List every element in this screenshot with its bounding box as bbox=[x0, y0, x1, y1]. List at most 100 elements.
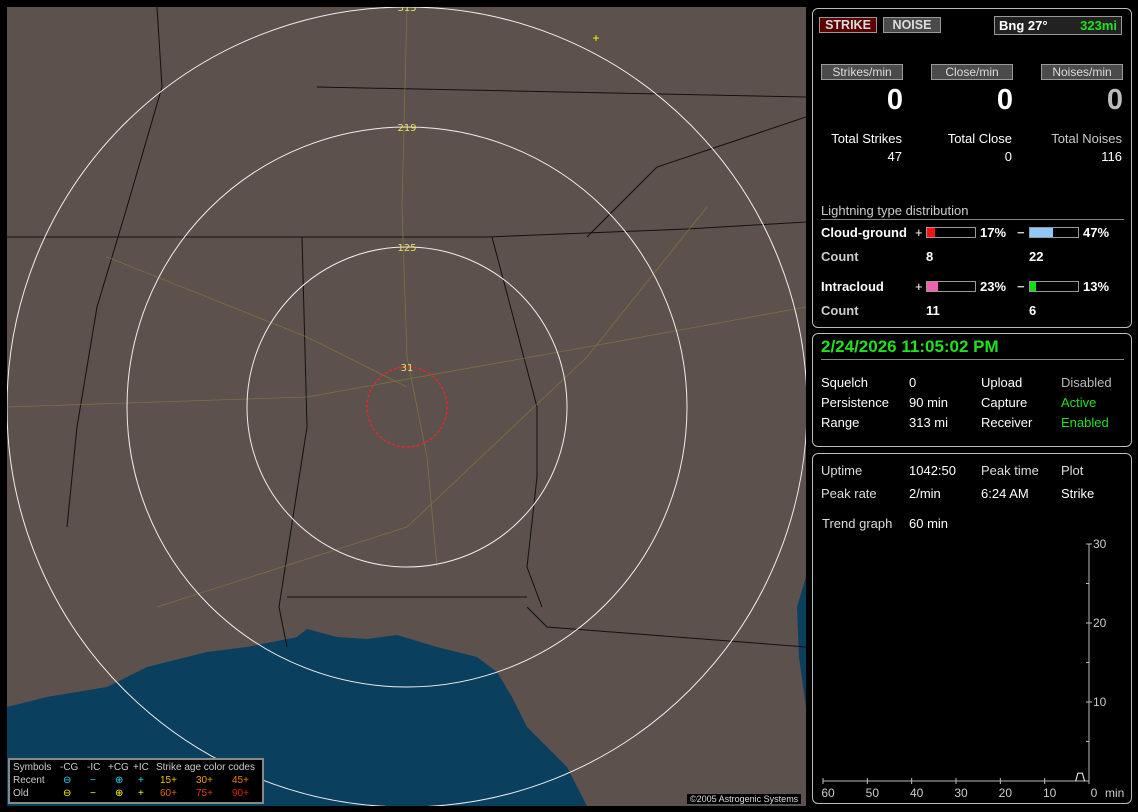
lightning-map[interactable]: 313 219 125 31 + bbox=[7, 7, 806, 806]
peak-time-label: Peak time bbox=[981, 463, 1039, 478]
plus-sign: + bbox=[915, 279, 923, 294]
strikes-per-min-label: Strikes/min bbox=[821, 64, 903, 80]
ic-positive-count: 11 bbox=[926, 303, 940, 318]
close-per-min-label: Close/min bbox=[931, 64, 1013, 80]
ic-negative-pct: 13% bbox=[1083, 279, 1110, 294]
cg-count-label: Count bbox=[821, 249, 859, 264]
ic-positive-bar bbox=[926, 281, 976, 292]
cg-negative-pct: 47% bbox=[1083, 225, 1110, 240]
plus-ic-recent-icon: + bbox=[138, 775, 144, 786]
uptime-value: 1042:50 bbox=[909, 463, 956, 478]
x-tick-label: 30 bbox=[954, 786, 968, 800]
map-legend: Symbols -CG -IC +CG +IC Strike age color… bbox=[8, 758, 264, 804]
y-tick-label: 30 bbox=[1093, 537, 1107, 551]
minus-ic-recent-icon: − bbox=[90, 775, 96, 786]
cg-label: Cloud-ground bbox=[821, 225, 907, 240]
trend-graph-value[interactable]: 60 min bbox=[909, 516, 949, 531]
plus-ic-old-icon: + bbox=[138, 788, 144, 799]
range-rings bbox=[7, 7, 806, 806]
total-close-value: 0 bbox=[1004, 149, 1012, 164]
bearing-display: Bng 27° 323mi bbox=[994, 16, 1122, 35]
plus-cg-old-icon: ⊕ bbox=[115, 788, 124, 799]
status-value: 0 bbox=[909, 375, 917, 390]
y-tick-label: 10 bbox=[1093, 695, 1107, 709]
x-tick-label: 20 bbox=[999, 786, 1013, 800]
ring-label: 219 bbox=[397, 123, 416, 134]
minus-ic-old-icon: − bbox=[90, 788, 96, 799]
state-borders bbox=[7, 7, 806, 648]
ring-label: 31 bbox=[401, 363, 414, 374]
strike-button[interactable]: STRIKE bbox=[819, 17, 877, 33]
cg-negative-bar bbox=[1029, 227, 1079, 238]
uptime-label: Uptime bbox=[821, 463, 863, 478]
peak-time-value: 6:24 AM bbox=[981, 486, 1029, 501]
minus-sign: − bbox=[1017, 279, 1025, 294]
trend-graph-label: Trend graph bbox=[822, 516, 893, 531]
status-value: Disabled bbox=[1061, 375, 1112, 390]
strikes-per-min-value: 0 bbox=[886, 84, 903, 116]
plot-value[interactable]: Strike bbox=[1061, 486, 1095, 501]
x-unit-label: min bbox=[1105, 786, 1124, 800]
x-tick-label: 0 bbox=[1091, 786, 1098, 800]
ic-label: Intracloud bbox=[821, 279, 884, 294]
strike-marker-icon: + bbox=[592, 31, 599, 45]
y-tick-label: 20 bbox=[1093, 616, 1107, 630]
total-close-label: Total Close bbox=[947, 131, 1012, 146]
ic-negative-bar bbox=[1029, 281, 1079, 292]
x-tick-label: 60 bbox=[821, 786, 835, 800]
ring-label: 125 bbox=[397, 243, 416, 254]
total-noises-label: Total Noises bbox=[1051, 131, 1122, 146]
status-label: Range bbox=[821, 415, 860, 430]
status-value: Enabled bbox=[1061, 415, 1109, 430]
ring-label: 313 bbox=[397, 7, 416, 14]
datetime: 2/24/2026 11:05:02 PM bbox=[821, 337, 999, 356]
map-canvas: 313 219 125 31 + bbox=[7, 7, 806, 806]
atlantic-water bbox=[797, 577, 806, 707]
status-label: Upload bbox=[981, 375, 1023, 390]
status-label: Capture bbox=[981, 395, 1028, 410]
noise-button[interactable]: NOISE bbox=[883, 17, 941, 33]
status-label: Receiver bbox=[981, 415, 1033, 430]
divider bbox=[821, 219, 1124, 220]
status-value: 90 min bbox=[909, 395, 949, 410]
x-tick-label: 40 bbox=[910, 786, 924, 800]
status-label: Persistence bbox=[821, 395, 889, 410]
stats-panel: STRIKE NOISE Bng 27° 323mi Strikes/min C… bbox=[812, 8, 1132, 328]
status-value: Active bbox=[1061, 395, 1097, 410]
plus-sign: + bbox=[915, 225, 923, 240]
status-panel: 2/24/2026 11:05:02 PM Squelch 0 Upload Disa… bbox=[812, 333, 1132, 447]
status-value: 313 mi bbox=[909, 415, 949, 430]
divider bbox=[821, 359, 1124, 360]
total-noises-value: 116 bbox=[1101, 149, 1122, 164]
ic-negative-count: 6 bbox=[1029, 303, 1037, 318]
range-ring-219 bbox=[126, 126, 688, 688]
trend-line bbox=[1075, 772, 1086, 782]
plot-label: Plot bbox=[1061, 463, 1084, 478]
status-label: Squelch bbox=[821, 375, 868, 390]
noises-per-min-value: 0 bbox=[1106, 84, 1123, 116]
minus-cg-recent-icon: ⊖ bbox=[63, 775, 72, 786]
total-strikes-value: 47 bbox=[887, 149, 902, 164]
trend-graph: 60 50 40 30 20 10 0 min 30 20 10 bbox=[821, 537, 1124, 800]
peak-rate-label: Peak rate bbox=[821, 486, 877, 501]
cg-positive-count: 8 bbox=[926, 249, 934, 264]
ic-positive-pct: 23% bbox=[980, 279, 1007, 294]
plus-cg-recent-icon: ⊕ bbox=[115, 775, 124, 786]
peak-rate-value: 2/min bbox=[909, 486, 941, 501]
x-tick-label: 10 bbox=[1043, 786, 1057, 800]
copyright: ©2005 Astrogenic Systems bbox=[687, 794, 802, 804]
minus-cg-old-icon: ⊖ bbox=[63, 788, 72, 799]
ic-count-label: Count bbox=[821, 303, 859, 318]
distribution-title: Lightning type distribution bbox=[821, 203, 969, 218]
total-strikes-label: Total Strikes bbox=[831, 131, 902, 146]
close-per-min-value: 0 bbox=[996, 84, 1013, 116]
trend-panel: Uptime 1042:50 Peak time Plot Peak rate … bbox=[812, 453, 1132, 804]
cg-positive-bar bbox=[926, 227, 976, 238]
range-ring-125 bbox=[246, 246, 568, 568]
cg-negative-count: 22 bbox=[1029, 249, 1044, 264]
cg-positive-pct: 17% bbox=[980, 225, 1007, 240]
noises-per-min-label: Noises/min bbox=[1041, 64, 1123, 80]
minus-sign: − bbox=[1017, 225, 1025, 240]
x-tick-label: 50 bbox=[866, 786, 880, 800]
close-range-ring bbox=[366, 366, 448, 448]
